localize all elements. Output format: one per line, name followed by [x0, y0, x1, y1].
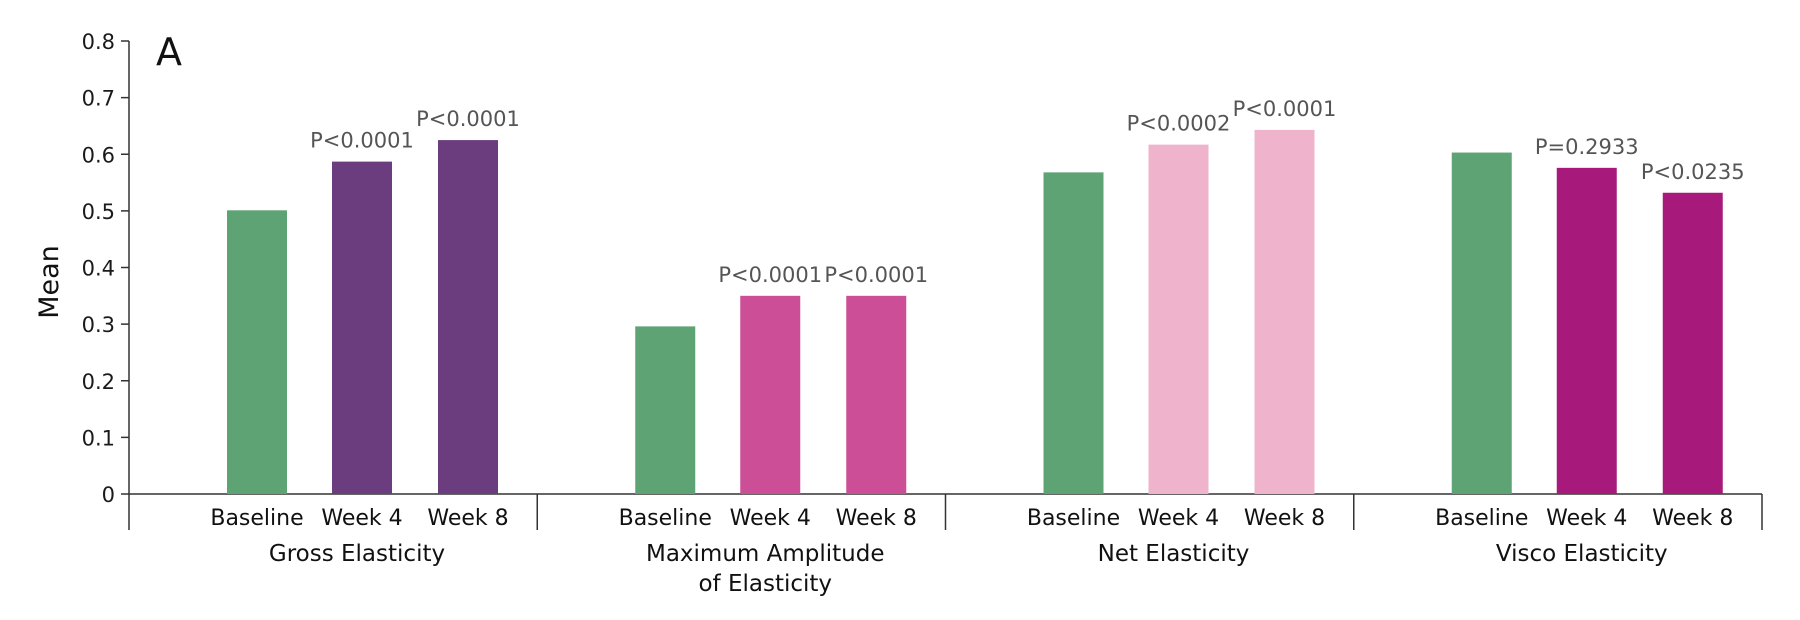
- x-tick-label: Baseline: [1027, 506, 1120, 531]
- bar-4-baseline: [1451, 152, 1512, 494]
- panel-label: A: [156, 30, 182, 74]
- y-tick-label: 0.1: [82, 426, 115, 450]
- x-tick-label: Week 8: [427, 506, 508, 531]
- x-tick-label: Baseline: [1435, 506, 1528, 531]
- p-value-label: P<0.0235: [1641, 160, 1745, 184]
- y-tick-label: 0.2: [82, 370, 115, 394]
- group-label: Net Elasticity: [1098, 541, 1250, 567]
- p-value-label: P<0.0001: [416, 107, 520, 131]
- p-value-label: P<0.0001: [824, 263, 928, 287]
- bar-1-week-8: [438, 140, 498, 494]
- bar-1-baseline: [227, 210, 287, 494]
- y-tick-label: 0.3: [82, 313, 115, 337]
- bar-3-week-8: [1254, 129, 1315, 494]
- x-tick-label: Week 4: [1138, 506, 1219, 531]
- y-tick-label: 0.6: [82, 143, 115, 167]
- x-tick-label: Week 8: [1244, 506, 1325, 531]
- bar-4-week-8: [1662, 192, 1723, 494]
- x-tick-label: Week 8: [836, 506, 917, 531]
- bar-4-week-4: [1556, 167, 1617, 494]
- group-label: Visco Elasticity: [1496, 541, 1668, 567]
- y-tick-label: 0.8: [82, 30, 115, 54]
- p-value-label: P<0.0001: [1233, 97, 1337, 121]
- bar-3-baseline: [1043, 172, 1104, 494]
- bar-1-week-4: [332, 161, 392, 494]
- group-label: Maximum Amplitude: [646, 541, 885, 567]
- bar-3-week-4: [1148, 144, 1209, 494]
- x-tick-label: Week 8: [1652, 506, 1733, 531]
- x-tick-label: Week 4: [730, 506, 811, 531]
- x-tick-label: Week 4: [1546, 506, 1627, 531]
- x-tick-label: Baseline: [619, 506, 712, 531]
- x-tick-label: Baseline: [210, 506, 303, 531]
- group-label: Gross Elasticity: [269, 541, 445, 567]
- p-value-label: P<0.0002: [1127, 112, 1231, 136]
- bars-layer: [227, 129, 1723, 494]
- p-value-label: P=0.2933: [1535, 135, 1639, 159]
- p-value-label: P<0.0001: [310, 129, 414, 153]
- y-tick-label: 0.7: [82, 87, 115, 111]
- y-tick-label: 0.4: [82, 257, 115, 281]
- y-axis: 0 0.1 0.2 0.3 0.4 0.5 0.6 0.7 0.8: [82, 30, 130, 507]
- bar-2-week-8: [846, 295, 907, 494]
- p-value-label: P<0.0001: [718, 263, 822, 287]
- group-label: of Elasticity: [698, 571, 832, 597]
- y-tick-label: 0.5: [82, 200, 115, 224]
- labels-layer: Baseline Week 4 P<0.0001 Week 8 P<0.0001 Gros…: [210, 97, 1744, 597]
- y-tick-label: 0: [102, 483, 115, 507]
- y-axis-label: Mean: [34, 245, 65, 319]
- x-tick-label: Week 4: [321, 506, 402, 531]
- bar-2-week-4: [740, 295, 801, 494]
- bar-2-baseline: [635, 326, 696, 494]
